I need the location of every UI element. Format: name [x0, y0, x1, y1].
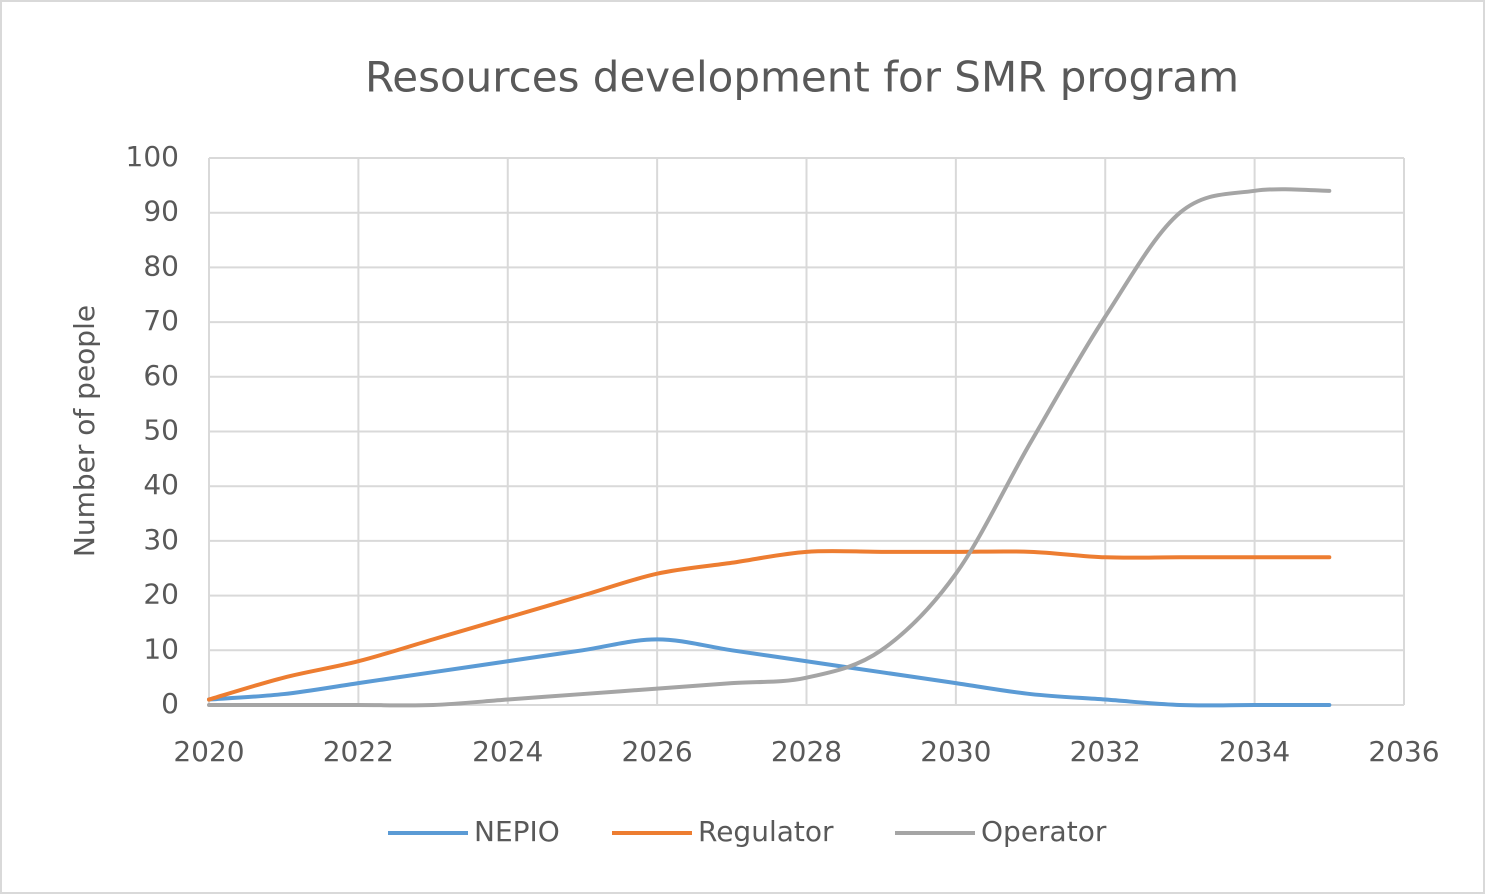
y-tick-label: 100 — [126, 140, 179, 173]
y-tick-label: 0 — [161, 687, 179, 720]
x-tick-label: 2036 — [1368, 735, 1439, 768]
series-line — [207, 187, 1332, 708]
chart-title: Resources development for SMR program — [365, 53, 1239, 102]
series-line — [207, 637, 1332, 708]
y-tick-label: 90 — [143, 195, 179, 228]
legend-label: Operator — [981, 815, 1107, 848]
series-line — [207, 549, 1332, 702]
y-tick-label: 50 — [143, 414, 179, 447]
legend-label: Regulator — [698, 815, 834, 848]
x-tick-label: 2028 — [771, 735, 842, 768]
y-tick-label: 10 — [143, 632, 179, 665]
y-tick-label: 30 — [143, 523, 179, 556]
x-tick-label: 2034 — [1219, 735, 1290, 768]
y-tick-label: 20 — [143, 578, 179, 611]
x-tick-label: 2024 — [472, 735, 543, 768]
y-tick-label: 40 — [143, 468, 179, 501]
x-tick-label: 2022 — [323, 735, 394, 768]
y-tick-label: 80 — [143, 249, 179, 282]
legend-label: NEPIO — [474, 815, 560, 848]
y-tick-label: 70 — [143, 304, 179, 337]
x-tick-label: 2026 — [621, 735, 692, 768]
x-tick-label: 2020 — [173, 735, 244, 768]
x-tick-label: 2030 — [920, 735, 991, 768]
y-axis-label: Number of people — [68, 305, 101, 557]
x-tick-label: 2032 — [1070, 735, 1141, 768]
y-tick-label: 60 — [143, 359, 179, 392]
